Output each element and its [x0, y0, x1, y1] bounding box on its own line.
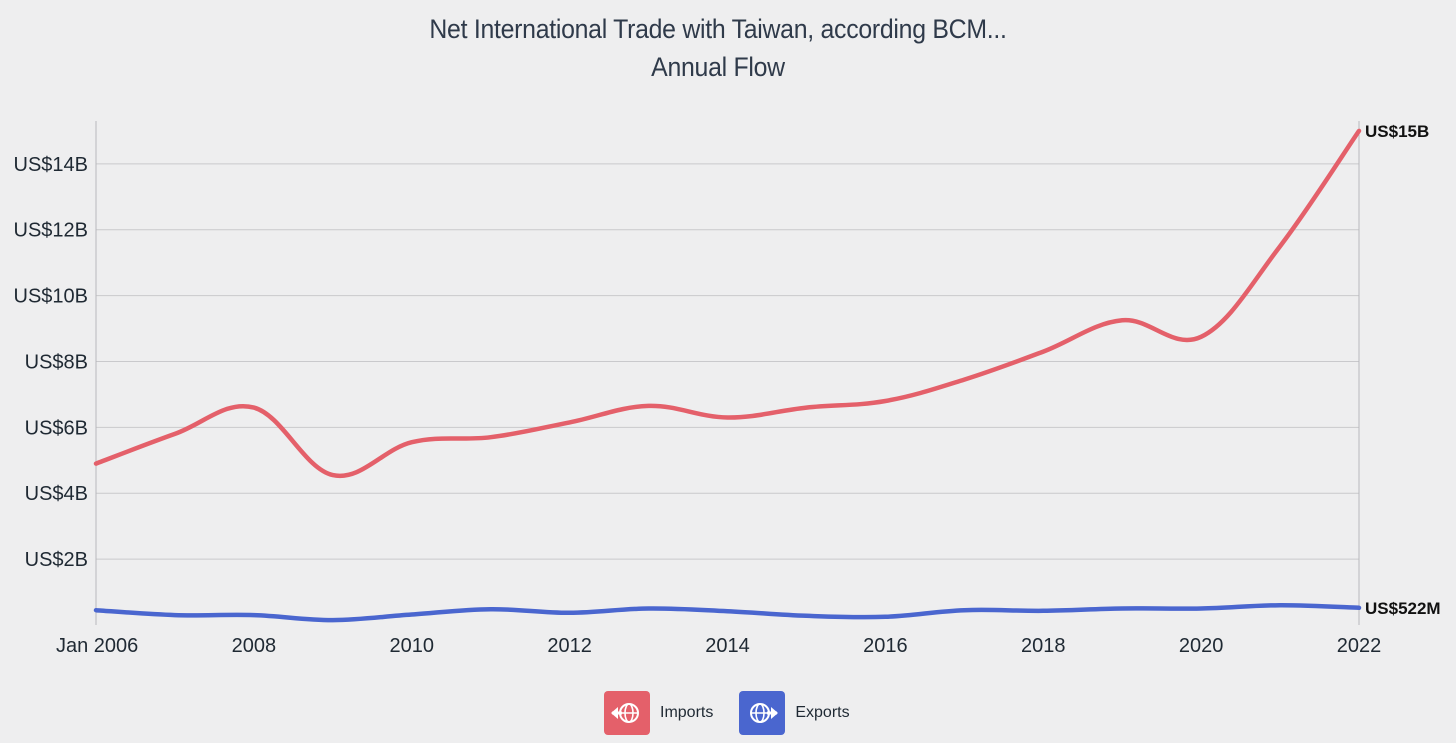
x-tick-label: Jan 2006 [56, 635, 138, 657]
end-label-imports: US$15B [1365, 122, 1429, 141]
chart-title: Net International Trade with Taiwan, acc… [429, 14, 1007, 44]
x-tick-label: 2016 [863, 635, 908, 657]
x-tick-label: 2012 [547, 635, 592, 657]
y-tick-label: US$14B [14, 154, 89, 176]
y-tick-label: US$10B [14, 286, 89, 308]
y-tick-label: US$8B [25, 351, 88, 373]
end-label-exports: US$522M [1365, 599, 1441, 618]
y-tick-label: US$6B [25, 417, 88, 439]
axis-layer: US$2B US$4B US$6B US$8B US$10B US$12B US$14B Ja… [14, 121, 1382, 657]
legend-item-exports[interactable]: Exports [739, 691, 850, 735]
import-globe-icon [604, 691, 650, 735]
chart-subtitle: Annual Flow [651, 52, 785, 82]
grid-layer [96, 163, 1359, 560]
x-tick-label: 2014 [705, 635, 750, 657]
x-tick-label: 2008 [232, 635, 277, 657]
line-chart: US$2B US$4B US$6B US$8B US$10B US$12B US$14B Ja… [14, 121, 1441, 657]
legend-label-exports: Exports [795, 704, 850, 721]
legend-label-imports: Imports [660, 704, 714, 721]
x-tick-label: 2018 [1021, 635, 1066, 657]
y-tick-label: US$12B [14, 220, 89, 242]
series-line-imports [93, 128, 1362, 479]
label-layer: US$15B US$522M [1365, 122, 1441, 618]
series-layer [93, 128, 1362, 623]
x-tick-label: 2020 [1179, 635, 1224, 657]
x-tick-label: 2022 [1337, 635, 1382, 657]
y-tick-label: US$2B [25, 549, 88, 571]
legend: Imports Exports [604, 691, 850, 735]
export-globe-icon [739, 691, 786, 735]
legend-item-imports[interactable]: Imports [604, 691, 713, 735]
series-line-exports [93, 602, 1362, 623]
y-tick-label: US$4B [25, 483, 88, 505]
x-tick-label: 2010 [390, 635, 435, 657]
